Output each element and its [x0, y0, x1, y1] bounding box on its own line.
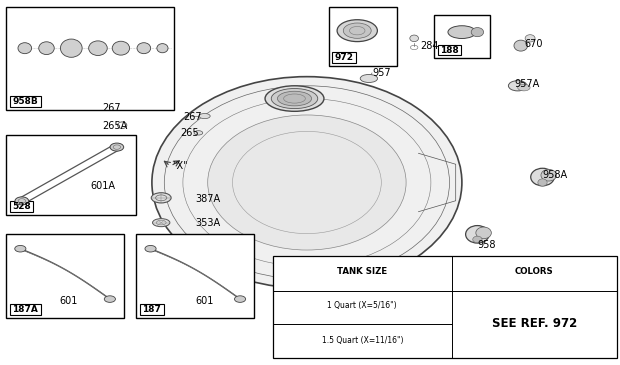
Ellipse shape: [466, 226, 489, 243]
Ellipse shape: [15, 197, 29, 205]
Text: 1.5 Quart (X=11/16"): 1.5 Quart (X=11/16"): [322, 336, 403, 345]
Ellipse shape: [104, 296, 115, 302]
Ellipse shape: [476, 227, 491, 239]
Text: 670: 670: [524, 39, 542, 49]
Ellipse shape: [265, 86, 324, 111]
Ellipse shape: [151, 193, 171, 203]
Ellipse shape: [152, 77, 462, 288]
Text: COLORS: COLORS: [515, 267, 554, 276]
Ellipse shape: [343, 23, 371, 38]
Text: 958: 958: [477, 239, 496, 250]
Ellipse shape: [89, 41, 107, 55]
Text: 957A: 957A: [515, 79, 540, 89]
Ellipse shape: [278, 91, 312, 106]
Ellipse shape: [508, 81, 527, 91]
Ellipse shape: [115, 105, 126, 110]
Bar: [10, 201, 33, 212]
Ellipse shape: [272, 88, 317, 109]
Ellipse shape: [15, 245, 26, 252]
Text: 353A: 353A: [195, 218, 221, 228]
Ellipse shape: [199, 114, 210, 119]
Ellipse shape: [538, 179, 547, 186]
Text: 387A: 387A: [195, 194, 221, 204]
Ellipse shape: [234, 296, 246, 302]
Ellipse shape: [518, 84, 530, 91]
Ellipse shape: [18, 43, 32, 54]
Text: 958A: 958A: [542, 170, 568, 180]
Ellipse shape: [38, 42, 55, 54]
Bar: [6, 234, 124, 318]
Bar: [6, 135, 136, 215]
Bar: [434, 15, 490, 58]
Bar: [273, 255, 617, 358]
Ellipse shape: [531, 168, 554, 186]
Text: 267: 267: [102, 103, 121, 113]
Text: 601: 601: [59, 296, 78, 306]
Ellipse shape: [137, 43, 151, 54]
Text: 601: 601: [195, 296, 214, 306]
Ellipse shape: [448, 26, 476, 38]
Ellipse shape: [208, 115, 406, 250]
Ellipse shape: [110, 143, 123, 151]
Text: "X": "X": [172, 161, 188, 171]
Text: 957: 957: [372, 68, 391, 78]
Bar: [136, 234, 254, 318]
Ellipse shape: [112, 41, 130, 55]
Text: 267: 267: [183, 112, 202, 122]
Bar: [332, 52, 356, 63]
Ellipse shape: [60, 39, 82, 57]
Bar: [6, 7, 174, 109]
Ellipse shape: [145, 245, 156, 252]
Text: 528: 528: [12, 203, 31, 211]
Ellipse shape: [410, 35, 418, 42]
Bar: [438, 45, 461, 55]
Ellipse shape: [473, 236, 482, 243]
Text: 601A: 601A: [90, 181, 115, 191]
Text: 187A: 187A: [12, 305, 38, 314]
Ellipse shape: [541, 169, 557, 181]
Bar: [329, 7, 397, 66]
Ellipse shape: [360, 74, 378, 82]
Text: 972: 972: [335, 53, 353, 62]
Ellipse shape: [525, 35, 535, 42]
Text: 187: 187: [143, 305, 161, 314]
Text: 1 Quart (X=5/16"): 1 Quart (X=5/16"): [327, 300, 397, 310]
Text: SEE REF. 972: SEE REF. 972: [492, 317, 577, 330]
Bar: [140, 304, 164, 315]
Ellipse shape: [471, 28, 484, 37]
Ellipse shape: [153, 219, 170, 227]
Ellipse shape: [157, 44, 168, 53]
Ellipse shape: [337, 20, 378, 42]
Ellipse shape: [194, 131, 203, 135]
Bar: [10, 304, 41, 315]
Ellipse shape: [514, 40, 528, 51]
Text: eReplacementParts.com: eReplacementParts.com: [247, 176, 373, 186]
Text: 284: 284: [420, 41, 439, 51]
Text: 265: 265: [180, 128, 198, 138]
Bar: [10, 96, 41, 107]
Text: 958B: 958B: [12, 97, 38, 105]
Text: TANK SIZE: TANK SIZE: [337, 267, 388, 276]
Text: 265A: 265A: [102, 121, 128, 131]
Text: 188: 188: [440, 46, 459, 54]
